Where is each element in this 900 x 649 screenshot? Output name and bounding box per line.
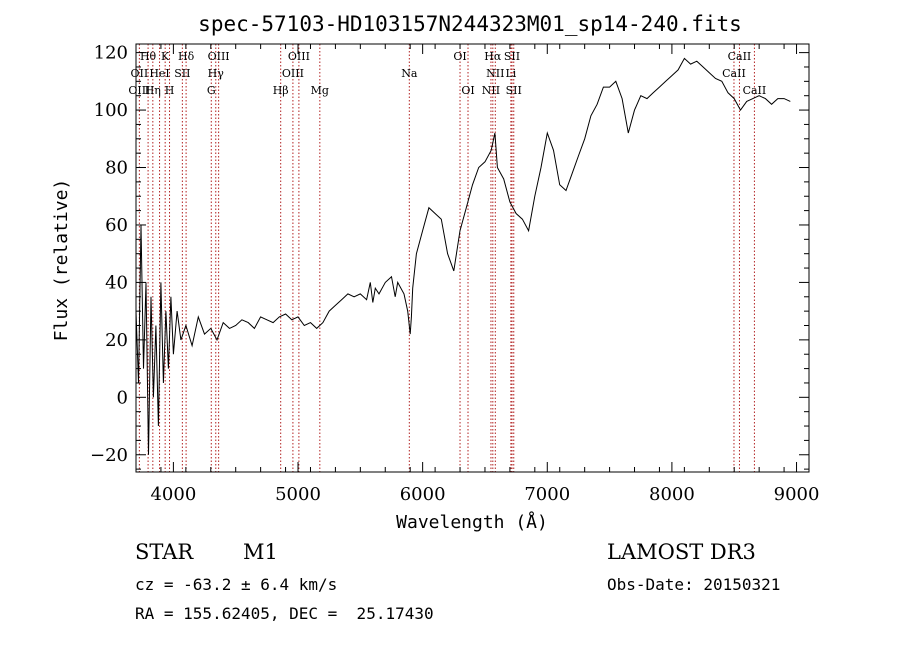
y-tick-label: 80 bbox=[105, 158, 128, 179]
y-tick-label: 40 bbox=[105, 272, 128, 293]
y-tick-label: 100 bbox=[94, 100, 128, 121]
object-subclass: M1 bbox=[243, 540, 278, 564]
line-label: CaII bbox=[722, 67, 746, 80]
x-tick-label: 6000 bbox=[400, 484, 446, 505]
y-tick-label: 60 bbox=[105, 215, 128, 236]
line-label: Li bbox=[505, 67, 516, 80]
line-label: OIII bbox=[282, 67, 304, 80]
line-label: NII bbox=[486, 67, 504, 80]
line-label: Hη bbox=[145, 84, 161, 97]
plot-frame bbox=[135, 43, 810, 473]
line-label: OIII bbox=[208, 50, 230, 63]
object-type: STAR bbox=[135, 540, 194, 564]
line-label: G bbox=[207, 84, 216, 97]
line-label: HeI bbox=[149, 67, 169, 80]
x-axis-label: Wavelength (Å) bbox=[396, 511, 548, 533]
observation-date: Obs-Date: 20150321 bbox=[607, 575, 781, 594]
redshift-value: cz = -63.2 ± 6.4 km/s bbox=[135, 575, 338, 594]
chart-title: spec-57103-HD103157N244323M01_sp14-240.f… bbox=[198, 12, 742, 36]
line-label: Hθ bbox=[140, 50, 157, 63]
line-label: SII bbox=[174, 67, 190, 80]
line-label: H bbox=[165, 84, 175, 97]
line-label: Hγ bbox=[208, 67, 225, 80]
y-tick-label: 120 bbox=[94, 43, 128, 64]
x-tick-label: 9000 bbox=[774, 484, 820, 505]
line-label: NII bbox=[482, 84, 500, 97]
line-label: OIII bbox=[288, 50, 310, 63]
coordinates: RA = 155.62405, DEC = 25.17430 bbox=[135, 604, 434, 623]
line-label: CaII bbox=[728, 50, 752, 63]
line-label: CaII bbox=[743, 84, 767, 97]
line-label: Hδ bbox=[178, 50, 195, 63]
line-label: SII bbox=[504, 50, 520, 63]
line-label: Hα bbox=[484, 50, 502, 63]
x-tick-label: 7000 bbox=[524, 484, 570, 505]
y-axis-label: Flux (relative) bbox=[51, 179, 72, 342]
line-label: OII bbox=[131, 67, 149, 80]
line-marker-layer bbox=[138, 44, 755, 472]
line-label: Mg bbox=[311, 84, 329, 97]
line-label: Na bbox=[401, 67, 418, 80]
line-label: OI bbox=[453, 50, 466, 63]
line-label: K bbox=[161, 50, 170, 63]
y-tick-label: −20 bbox=[90, 445, 128, 466]
y-tick-label: 20 bbox=[105, 330, 128, 351]
survey-name: LAMOST DR3 bbox=[607, 540, 756, 564]
line-label: OIII bbox=[128, 84, 150, 97]
line-label: SII bbox=[506, 84, 522, 97]
line-label: OI bbox=[461, 84, 474, 97]
x-tick-label: 8000 bbox=[649, 484, 695, 505]
axis-ticks: 4000 5000 6000 7000 8000 9000 −20 0 20 40 60 80 100 1… bbox=[90, 43, 819, 505]
flux-series-line bbox=[135, 57, 791, 455]
line-label: Hβ bbox=[273, 84, 289, 97]
x-tick-label: 4000 bbox=[150, 484, 196, 505]
y-tick-label: 0 bbox=[117, 387, 128, 408]
x-tick-label: 5000 bbox=[275, 484, 321, 505]
